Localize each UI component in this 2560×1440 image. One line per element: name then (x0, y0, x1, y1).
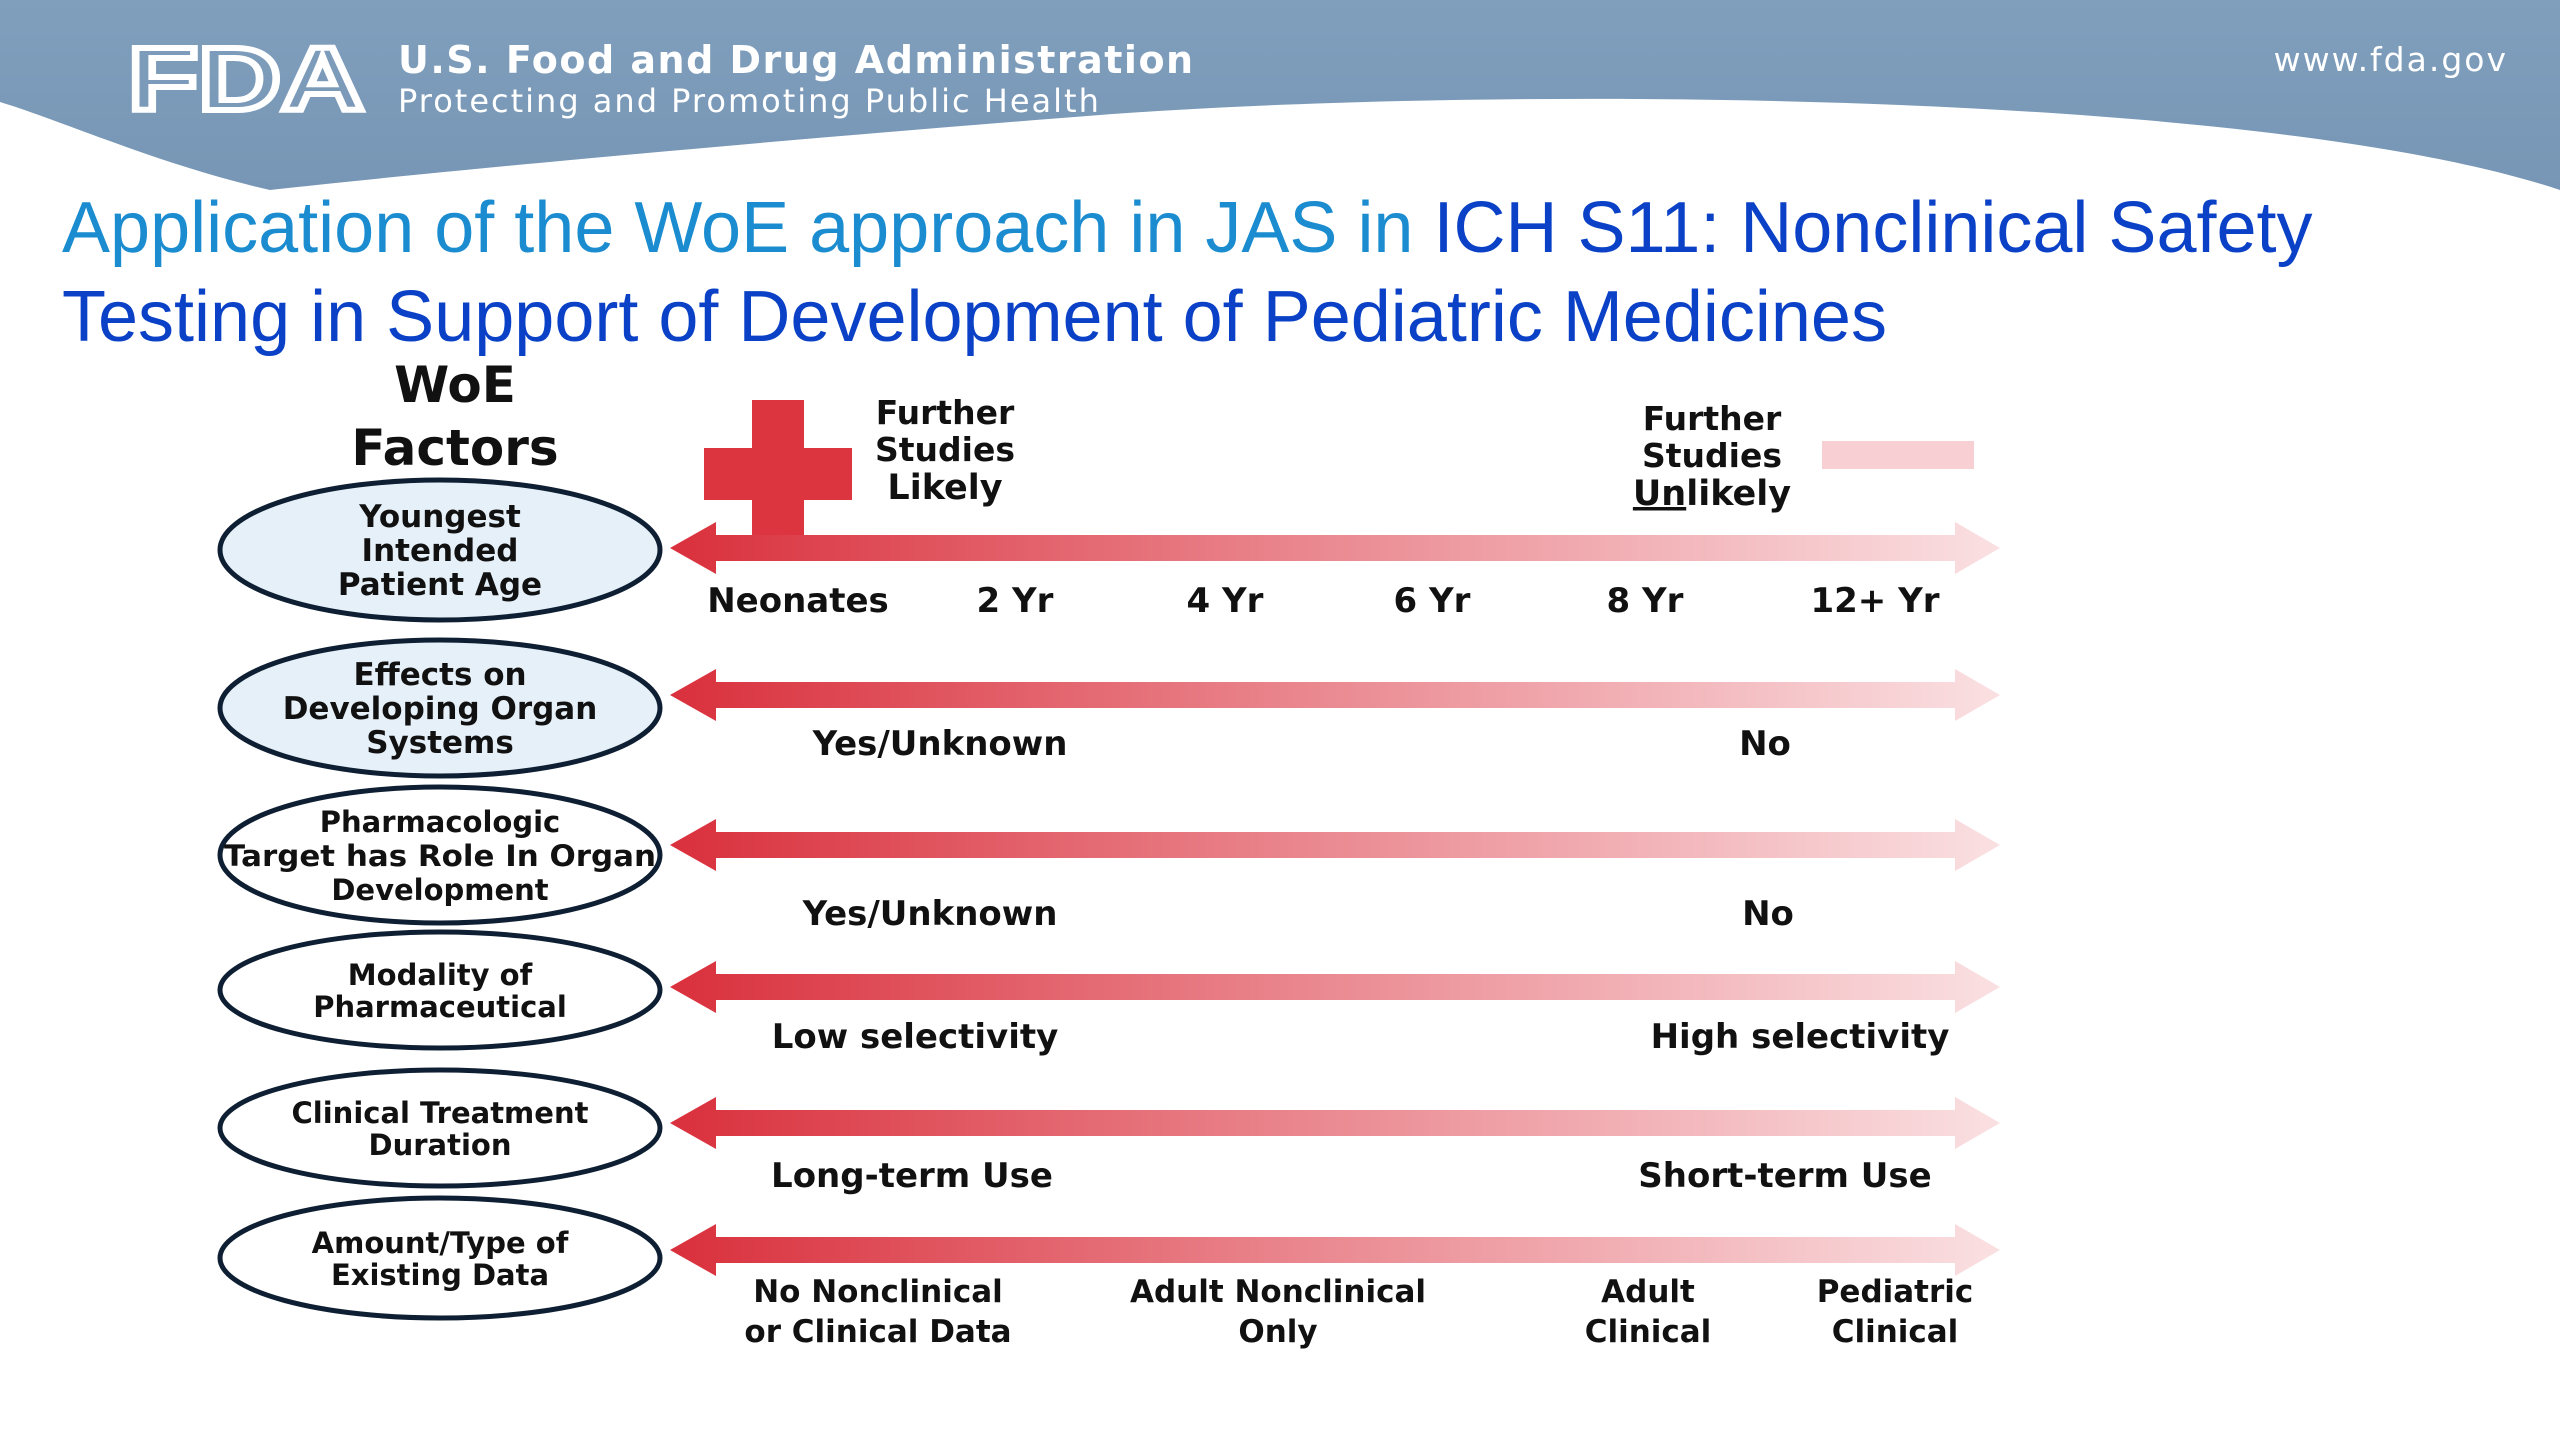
legend-unlikely-line-1: Further (1643, 399, 1782, 438)
fda-logo: FDA (128, 38, 367, 118)
woe-diagram: WoE Factors Further Studies Likely Furth… (217, 356, 2000, 1350)
legend-unlikely: Further Studies Unlikely (1633, 399, 1974, 514)
scale-label: 4 Yr (1187, 581, 1264, 621)
scale-label: Adult Nonclinical (1130, 1274, 1426, 1310)
factor-oval (217, 929, 663, 1051)
factor-oval (217, 1067, 663, 1189)
factor-label-line: Clinical Treatment (292, 1096, 589, 1130)
scale-label: No (1739, 724, 1791, 764)
legend-likely-line-1: Further (876, 393, 1015, 432)
factor-oval (217, 1195, 663, 1321)
scale-label: Yes/Unknown (802, 894, 1058, 934)
scale-arrow (670, 1097, 2000, 1149)
scale-label: Only (1238, 1314, 1317, 1350)
factor-label-line: Developing Organ (283, 691, 598, 727)
scale-label: Adult (1601, 1274, 1695, 1310)
woe-heading-line-1: WoE (394, 356, 516, 414)
legend-unlikely-rest: likely (1686, 474, 1791, 514)
scale-label: Neonates (707, 581, 889, 621)
factor-label-line: Target has Role In Organ (224, 839, 656, 873)
scale-label: Pediatric (1817, 1274, 1974, 1310)
factor-oval (217, 784, 663, 926)
scale-label: No Nonclinical (753, 1274, 1003, 1310)
slide-title-part-2: ICH S11: Nonclinical Safety Testing in S… (62, 188, 2313, 357)
scale-label: Yes/Unknown (812, 724, 1068, 764)
factor-oval (217, 637, 663, 779)
legend-likely: Further Studies Likely (704, 393, 1015, 548)
factor-label-line: Modality of (348, 958, 533, 992)
factor-oval (217, 477, 663, 623)
scale-label: Clinical (1832, 1314, 1959, 1350)
scale-arrow (670, 961, 2000, 1013)
legend-unlikely-underlined: Un (1633, 474, 1686, 514)
factor-label-line: Systems (366, 725, 514, 761)
legend-unlikely-line-3: Unlikely (1633, 474, 1791, 514)
scale-label: Short-term Use (1638, 1156, 1931, 1196)
scale-arrow (670, 819, 2000, 871)
factor-label-line: Patient Age (338, 567, 542, 603)
scale-arrow (670, 669, 2000, 721)
factor-label-line: Effects on (353, 657, 526, 693)
agency-name: U.S. Food and Drug Administration (398, 38, 1195, 82)
legend-likely-line-2: Studies (875, 430, 1015, 469)
scale-label: 6 Yr (1394, 581, 1471, 621)
scale-arrow (670, 522, 2000, 574)
factor-label-line: Pharmacologic (320, 805, 560, 839)
factor-label-line: Intended (362, 533, 519, 569)
agency-tagline: Protecting and Promoting Public Health (398, 82, 1101, 120)
factor-label-line: Amount/Type of (312, 1226, 569, 1260)
red-cross-icon (704, 400, 852, 548)
slide-title: Application of the WoE approach in JAS i… (62, 184, 2502, 362)
site-url[interactable]: www.fda.gov (2273, 40, 2508, 79)
scale-label: Long-term Use (771, 1156, 1053, 1196)
scale-label: 12+ Yr (1810, 581, 1939, 621)
scale-arrow (670, 1224, 2000, 1276)
woe-heading-line-2: Factors (351, 419, 558, 477)
scale-label: 2 Yr (977, 581, 1054, 621)
scale-label: Low selectivity (772, 1017, 1059, 1057)
light-bar-icon (1822, 441, 1974, 469)
scale-label: No (1742, 894, 1794, 934)
factor-label-line: Pharmaceutical (313, 990, 567, 1024)
factor-label-line: Youngest (358, 499, 521, 535)
factor-label-line: Existing Data (331, 1258, 549, 1292)
factor-label-line: Duration (369, 1128, 512, 1162)
fda-logo-text: FDA (128, 38, 364, 118)
header-banner (0, 0, 2560, 190)
legend-unlikely-line-2: Studies (1642, 436, 1782, 475)
scale-label: Clinical (1585, 1314, 1712, 1350)
scale-label: or Clinical Data (744, 1314, 1011, 1350)
scale-label: High selectivity (1651, 1017, 1950, 1057)
factor-label-line: Development (331, 873, 548, 907)
scale-label: 8 Yr (1607, 581, 1684, 621)
legend-likely-line-3: Likely (887, 468, 1002, 508)
slide-title-part-1: Application of the WoE approach in JAS i… (62, 188, 1434, 268)
